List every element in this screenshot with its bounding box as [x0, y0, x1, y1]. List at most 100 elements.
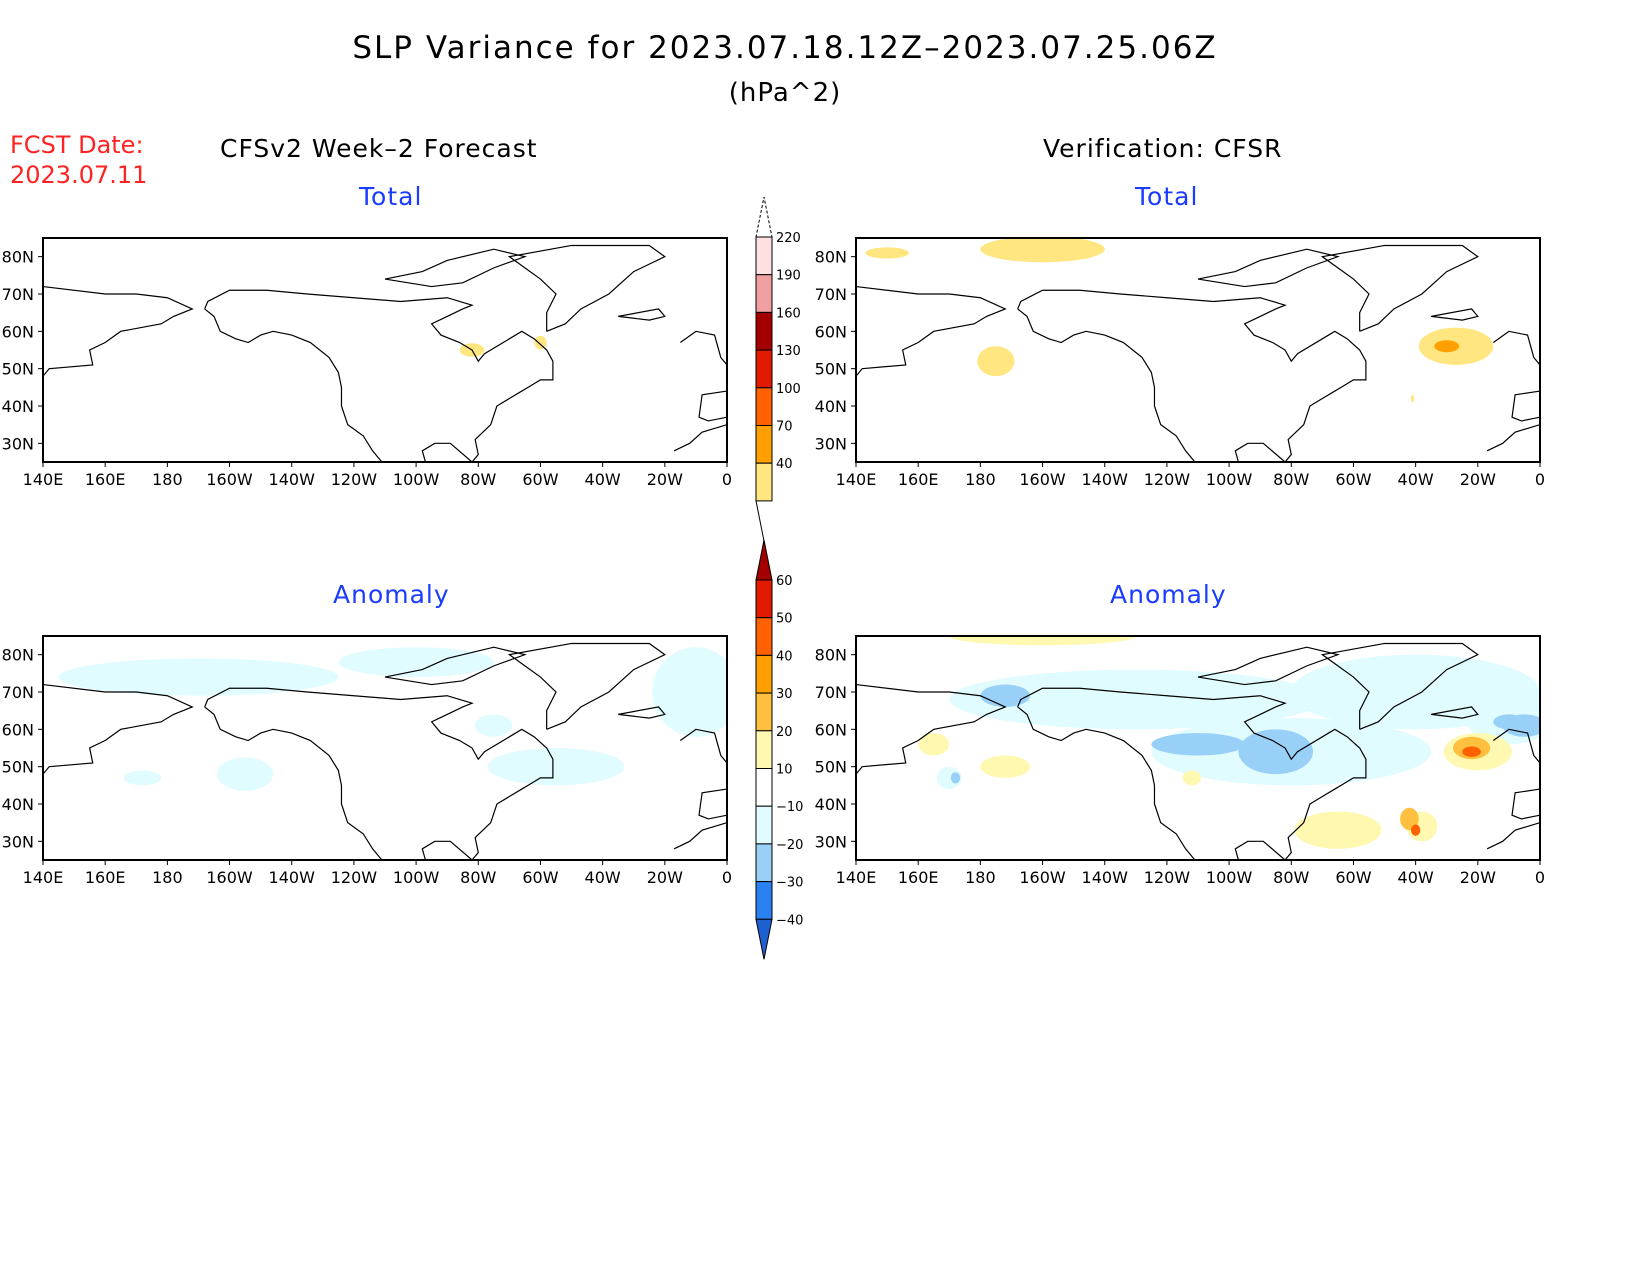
panel-subtitle: Anomaly	[333, 580, 450, 609]
colorbar-segment	[755, 843, 773, 883]
shaded-region	[980, 755, 1031, 778]
coastline	[1320, 244, 1479, 332]
lat-tick-label: 80N	[815, 248, 847, 267]
map-area	[43, 642, 727, 860]
lat-tick-label: 30N	[815, 832, 847, 851]
lat-tick-label: 80N	[2, 646, 34, 665]
colorbar-segment	[755, 692, 773, 732]
lat-tick-label: 30N	[2, 832, 34, 851]
lat-tick-label: 60N	[815, 322, 847, 341]
coastline	[1493, 728, 1540, 764]
shaded-region	[936, 766, 962, 790]
lat-tick-label: 40N	[2, 397, 34, 416]
lon-tick-label: 160W	[206, 470, 253, 489]
lat-tick-label: 40N	[815, 795, 847, 814]
colorbar-segment	[755, 617, 773, 656]
coastline	[618, 308, 666, 321]
shaded-region	[918, 733, 950, 756]
lon-tick-label: 40W	[585, 868, 621, 887]
shaded-region	[1238, 729, 1314, 775]
lon-tick-label: 140E	[23, 470, 64, 489]
shaded-region	[1434, 340, 1460, 353]
lat-tick-label: 50N	[815, 758, 847, 777]
lon-tick-label: 60W	[522, 470, 558, 489]
lon-tick-label: 140W	[1082, 470, 1129, 489]
colorbar-segment	[755, 274, 773, 313]
lon-tick-label: 180	[965, 470, 996, 489]
lat-tick-label: 80N	[815, 646, 847, 665]
lon-tick-label: 20W	[1460, 868, 1496, 887]
lon-tick-label: 160W	[1019, 868, 1066, 887]
coastline	[698, 788, 727, 820]
colorbar-label: 40	[776, 457, 793, 472]
map-panel-verif-anomaly: 140E 160E 180 160W 140W 120W 100W 80W 60W 40W 20W 0…	[815, 635, 1545, 887]
lat-tick-label: 40N	[2, 795, 34, 814]
lat-tick-label: 60N	[2, 720, 34, 739]
lon-tick-label: 140W	[269, 868, 316, 887]
shaded-region	[487, 748, 625, 786]
map-area	[856, 636, 1540, 860]
coastline	[204, 289, 554, 462]
lat-tick-label: 60N	[815, 720, 847, 739]
lon-tick-label: 140W	[269, 470, 316, 489]
total-colorbar: 220 190 160 130 100 70 40	[755, 196, 801, 541]
shaded-region	[217, 757, 274, 791]
colorbar-segment	[755, 311, 773, 351]
shaded-region	[1410, 824, 1421, 836]
coastline	[1017, 706, 1196, 860]
lon-tick-label: 180	[152, 470, 183, 489]
colorbar-label: 60	[776, 574, 793, 589]
colorbar-segment	[755, 654, 773, 694]
colorbar-label: −40	[776, 913, 803, 928]
lat-tick-label: 30N	[815, 434, 847, 453]
lat-tick-label: 50N	[815, 360, 847, 379]
units-label: (hPa^2)	[728, 78, 842, 108]
lon-tick-label: 140E	[836, 470, 877, 489]
lat-tick-label: 30N	[2, 434, 34, 453]
colorbar-segment	[755, 349, 773, 389]
panel-subtitle: Anomaly	[1110, 580, 1227, 609]
left-column-header: CFSv2 Week–2 Forecast	[220, 134, 538, 163]
lon-tick-label: 120W	[331, 470, 378, 489]
shaded-region	[1410, 394, 1415, 403]
lon-tick-label: 80W	[1273, 470, 1309, 489]
lon-tick-label: 0	[1535, 470, 1545, 489]
lon-tick-label: 160E	[898, 868, 939, 887]
colorbar-bottom-triangle	[755, 918, 773, 960]
colorbar-label: 50	[776, 612, 793, 627]
shaded-region	[980, 238, 1105, 263]
lon-tick-label: 80W	[1273, 868, 1309, 887]
lon-tick-label: 160W	[1019, 470, 1066, 489]
coastline	[1431, 706, 1479, 719]
lon-tick-label: 40W	[1398, 470, 1434, 489]
shaded-region	[475, 714, 513, 737]
right-column-header: Verification: CFSR	[1043, 134, 1283, 163]
shaded-region	[980, 684, 1031, 707]
colorbar-segment	[755, 425, 773, 464]
lat-tick-label: 70N	[815, 683, 847, 702]
colorbar-label: 160	[776, 306, 801, 321]
coastline	[507, 642, 666, 730]
coastline	[1486, 822, 1540, 850]
coastline	[1197, 248, 1340, 288]
fcst-date-value: 2023.07.11	[10, 161, 148, 189]
coastline	[384, 646, 527, 686]
shaded-region	[949, 636, 1136, 646]
colorbar-label: −10	[776, 800, 803, 815]
coastline	[618, 706, 666, 719]
lat-tick-label: 80N	[2, 248, 34, 267]
lon-tick-label: 0	[722, 470, 732, 489]
forecast-date: FCST Date: 2023.07.11	[10, 130, 147, 190]
lon-tick-label: 0	[1535, 868, 1545, 887]
shaded-region	[1400, 807, 1419, 831]
panel-subtitle: Total	[359, 182, 423, 211]
map-panel-verif-total: 140E 160E 180 160W 140W 120W 100W 80W 60W 40W 20W 0…	[815, 237, 1545, 489]
lon-tick-label: 60W	[522, 868, 558, 887]
figure-title: SLP Variance for 2023.07.18.12Z–2023.07.…	[352, 30, 1218, 66]
shaded-region	[534, 335, 547, 350]
coastline	[856, 285, 1007, 377]
map-panel-fcst-anomaly: 140E 160E 180 160W 140W 120W 100W 80W 60W 40W 20W 0…	[2, 635, 732, 887]
coastline	[204, 687, 554, 860]
fcst-label: FCST Date:	[10, 131, 144, 159]
lon-tick-label: 160E	[85, 868, 126, 887]
